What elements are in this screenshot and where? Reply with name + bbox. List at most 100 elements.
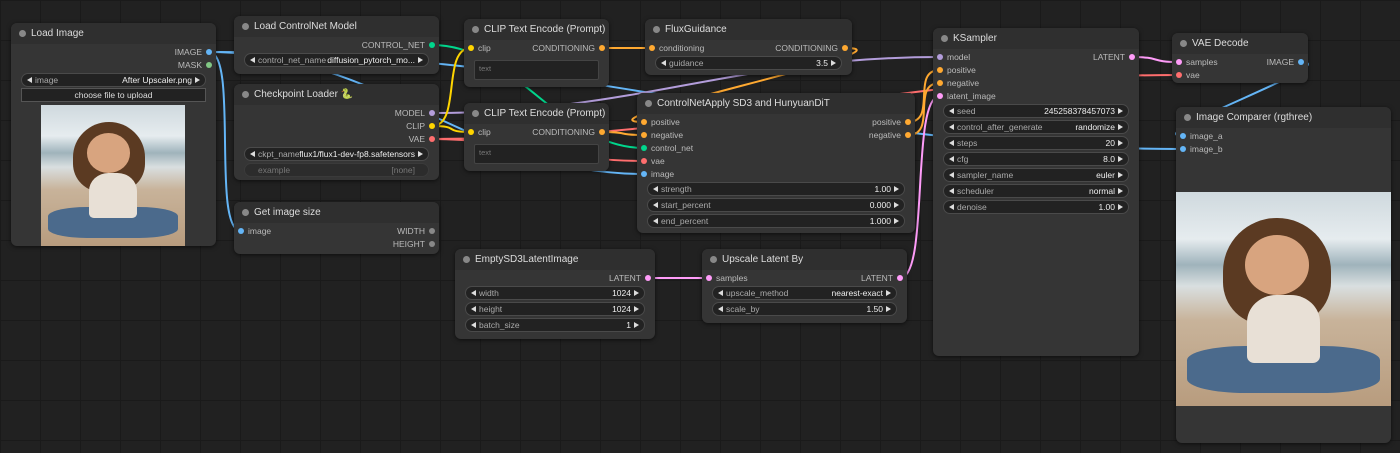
input-dot[interactable]	[1176, 72, 1182, 78]
widget[interactable]: scheduler normal	[943, 184, 1129, 198]
input-label: samples	[716, 273, 748, 283]
widget[interactable]: height 1024	[465, 302, 645, 316]
output-dot[interactable]	[1298, 59, 1304, 65]
node[interactable]: FluxGuidance conditioning CONDITIONING guid…	[645, 19, 852, 75]
input-dot[interactable]	[641, 132, 647, 138]
widget[interactable]: width 1024	[465, 286, 645, 300]
output-label: CONDITIONING	[532, 43, 595, 53]
output-dot[interactable]	[429, 123, 435, 129]
output-dot[interactable]	[429, 110, 435, 116]
node-title: CLIP Text Encode (Prompt)	[464, 103, 609, 124]
widget[interactable]: control_after_generate randomize	[943, 120, 1129, 134]
widget[interactable]: ckpt_name flux1/flux1-dev-fp8.safetensors	[244, 147, 429, 161]
widget[interactable]: image After Upscaler.png	[21, 73, 206, 87]
widget[interactable]: strength 1.00	[647, 182, 905, 196]
input-dot[interactable]	[937, 67, 943, 73]
output-dot[interactable]	[905, 119, 911, 125]
output-dot[interactable]	[429, 42, 435, 48]
widget[interactable]: upscale_method nearest-exact	[712, 286, 897, 300]
output-dot[interactable]	[897, 275, 903, 281]
output-dot[interactable]	[1129, 54, 1135, 60]
widget-name: sampler_name	[957, 170, 1014, 180]
node[interactable]: Upscale Latent By samples LATENT upscale_me…	[702, 249, 907, 323]
title-dot	[242, 91, 249, 98]
title-dot	[242, 23, 249, 30]
input-label: vae	[651, 156, 665, 166]
input-dot[interactable]	[649, 45, 655, 51]
arrow-right	[634, 306, 639, 312]
output-label: IMAGE	[1266, 57, 1294, 67]
input-label: negative	[947, 78, 980, 88]
output-dot[interactable]	[905, 132, 911, 138]
widget[interactable]: sampler_name euler	[943, 168, 1129, 182]
arrow-right	[418, 57, 423, 63]
output-label: LATENT	[861, 273, 893, 283]
arrow-right	[1118, 188, 1123, 194]
node[interactable]: VAE Decode samples vae IMAGE	[1172, 33, 1308, 83]
input-dot[interactable]	[468, 129, 474, 135]
input-dot[interactable]	[641, 145, 647, 151]
widget[interactable]: end_percent 1.000	[647, 214, 905, 228]
link	[907, 82, 941, 136]
input-dot[interactable]	[937, 54, 943, 60]
widget[interactable]: guidance 3.5	[655, 56, 842, 70]
output-dot[interactable]	[206, 49, 212, 55]
output-dot[interactable]	[429, 228, 435, 234]
widget[interactable]: seed 245258378457073	[943, 104, 1129, 118]
input-label: model	[947, 52, 971, 62]
widget[interactable]: scale_by 1.50	[712, 302, 897, 316]
node[interactable]: EmptySD3LatentImage LATENT width 1024 height…	[455, 249, 655, 339]
node[interactable]: Get image size image WIDTH HEIGHT	[234, 202, 439, 254]
node[interactable]: Checkpoint Loader 🐍 MODEL CLIP VAE ckpt_name…	[234, 84, 439, 180]
arrow-left	[949, 188, 954, 194]
widget[interactable]: batch_size 1	[465, 318, 645, 332]
widget[interactable]: steps 20	[943, 136, 1129, 150]
input-dot[interactable]	[706, 275, 712, 281]
widget-name: end_percent	[661, 216, 709, 226]
arrow-right	[886, 290, 891, 296]
prompt-textarea[interactable]: text	[474, 60, 599, 80]
output-dot[interactable]	[599, 45, 605, 51]
node[interactable]: ControlNetApply SD3 and HunyuanDiT positi…	[637, 93, 915, 233]
widget-value: After Upscaler.png	[122, 75, 192, 85]
widget[interactable]: control_net_name diffusion_pytorch_mo...	[244, 53, 429, 67]
input-dot[interactable]	[641, 158, 647, 164]
title-dot	[941, 35, 948, 42]
arrow-right	[1118, 108, 1123, 114]
node-title: EmptySD3LatentImage	[455, 249, 655, 270]
output-dot[interactable]	[599, 129, 605, 135]
input-dot[interactable]	[1176, 59, 1182, 65]
output-dot[interactable]	[645, 275, 651, 281]
input-dot[interactable]	[641, 171, 647, 177]
input-dot[interactable]	[238, 228, 244, 234]
node[interactable]: KSampler model positive negative latent_imag…	[933, 28, 1139, 356]
widget[interactable]: denoise 1.00	[943, 200, 1129, 214]
input-dot[interactable]	[937, 93, 943, 99]
output-label: CLIP	[406, 121, 425, 131]
widget-value: 1.50	[866, 304, 883, 314]
title-dot	[19, 30, 26, 37]
widget[interactable]: cfg 8.0	[943, 152, 1129, 166]
node-title: ControlNetApply SD3 and HunyuanDiT	[637, 93, 915, 114]
upload-button[interactable]: choose file to upload	[21, 88, 206, 102]
input-dot[interactable]	[1180, 146, 1186, 152]
output-dot[interactable]	[429, 241, 435, 247]
title-dot	[645, 100, 652, 107]
node[interactable]: Load ControlNet Model CONTROL_NET control_…	[234, 16, 439, 74]
input-dot[interactable]	[468, 45, 474, 51]
input-dot[interactable]	[1180, 133, 1186, 139]
input-dot[interactable]	[641, 119, 647, 125]
prompt-textarea[interactable]: text	[474, 144, 599, 164]
node-title: VAE Decode	[1172, 33, 1308, 54]
output-dot[interactable]	[429, 136, 435, 142]
title-dot	[1180, 40, 1187, 47]
input-dot[interactable]	[937, 80, 943, 86]
node-title: Checkpoint Loader 🐍	[234, 84, 439, 105]
node[interactable]: CLIP Text Encode (Prompt) clip CONDITIONIN…	[464, 103, 609, 171]
title-dot	[472, 110, 479, 117]
node[interactable]: CLIP Text Encode (Prompt) clip CONDITIONIN…	[464, 19, 609, 87]
output-dot[interactable]	[842, 45, 848, 51]
widget[interactable]: start_percent 0.000	[647, 198, 905, 212]
output-label: CONDITIONING	[532, 127, 595, 137]
output-dot[interactable]	[206, 62, 212, 68]
